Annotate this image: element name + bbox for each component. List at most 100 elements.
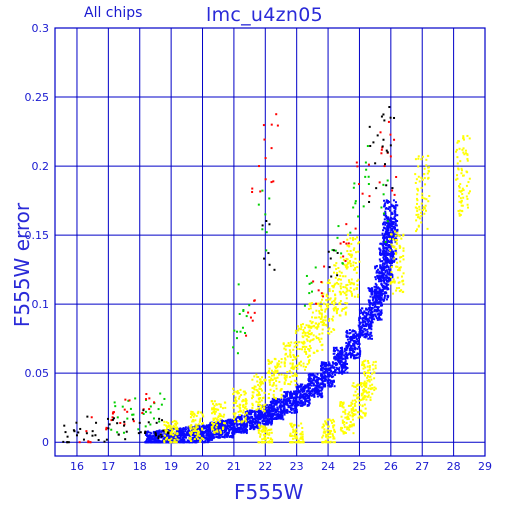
yellow-point: [355, 394, 358, 397]
blue-point: [202, 436, 205, 439]
green-point: [382, 183, 385, 186]
yellow-point: [194, 429, 197, 432]
blue-point: [370, 292, 373, 295]
blue-point: [322, 382, 325, 385]
black-point: [147, 421, 150, 424]
yellow-point: [242, 390, 245, 393]
yellow-point: [232, 387, 235, 390]
blue-point: [300, 389, 303, 392]
yellow-point: [214, 430, 217, 433]
blue-point: [323, 365, 326, 368]
blue-point: [249, 425, 252, 428]
blue-point: [370, 316, 373, 319]
yellow-point: [200, 422, 203, 425]
blue-point: [375, 288, 378, 291]
blue-point: [304, 392, 307, 395]
blue-point: [279, 402, 282, 405]
blue-point: [283, 413, 286, 416]
yellow-point: [259, 397, 262, 400]
blue-point: [278, 406, 281, 409]
blue-point: [223, 424, 226, 427]
blue-point: [178, 441, 181, 444]
blue-point: [337, 358, 340, 361]
red-point: [85, 430, 88, 433]
yellow-point: [196, 437, 199, 440]
red-point: [270, 181, 273, 184]
blue-point: [148, 437, 151, 440]
blue-point: [251, 410, 254, 413]
blue-point: [383, 258, 386, 261]
blue-point: [292, 398, 295, 401]
blue-point: [190, 438, 193, 441]
blue-point: [179, 437, 182, 440]
blue-point: [311, 379, 314, 382]
yellow-point: [315, 337, 318, 340]
blue-point: [382, 251, 385, 254]
blue-point: [329, 364, 332, 367]
yellow-point: [355, 287, 358, 290]
yellow-point: [285, 344, 288, 347]
blue-point: [394, 241, 397, 244]
black-point: [132, 418, 135, 421]
yellow-point: [287, 342, 290, 345]
blue-point: [388, 260, 391, 263]
blue-point: [227, 418, 230, 421]
blue-point: [334, 355, 337, 358]
blue-point: [318, 377, 321, 380]
yellow-point: [352, 283, 355, 286]
yellow-point: [294, 329, 297, 332]
blue-point: [146, 435, 149, 438]
blue-point: [209, 431, 212, 434]
yellow-point: [321, 436, 324, 439]
blue-point: [380, 269, 383, 272]
black-point: [108, 423, 111, 426]
blue-point: [386, 288, 389, 291]
blue-point: [182, 428, 185, 431]
blue-point: [154, 441, 157, 444]
yellow-point: [198, 431, 201, 434]
blue-point: [376, 302, 379, 305]
blue-point: [319, 389, 322, 392]
blue-point: [365, 312, 368, 315]
yellow-point: [270, 369, 273, 372]
yellow-point: [360, 394, 363, 397]
yellow-point: [427, 176, 430, 179]
blue-point: [306, 404, 309, 407]
yellow-point: [424, 204, 427, 207]
blue-point: [382, 273, 385, 276]
blue-point: [393, 221, 396, 224]
yellow-point: [325, 423, 328, 426]
yellow-point: [295, 344, 298, 347]
yellow-point: [320, 312, 323, 315]
blue-point: [368, 336, 371, 339]
yellow-point: [284, 353, 287, 356]
blue-point: [232, 424, 235, 427]
yellow-point: [192, 418, 195, 421]
yellow-point: [173, 432, 176, 435]
blue-point: [319, 392, 322, 395]
blue-point: [364, 322, 367, 325]
yellow-point: [344, 431, 347, 434]
yellow-point: [346, 415, 349, 418]
yellow-point: [170, 426, 173, 429]
yellow-point: [323, 322, 326, 325]
blue-point: [383, 199, 386, 202]
blue-point: [358, 332, 361, 335]
blue-point: [241, 427, 244, 430]
blue-point: [228, 421, 231, 424]
black-point: [263, 257, 266, 260]
blue-point: [373, 308, 376, 311]
yellow-point: [340, 415, 343, 418]
yellow-point: [345, 267, 348, 270]
blue-point: [268, 412, 271, 415]
green-point: [268, 197, 271, 200]
blue-point: [345, 348, 348, 351]
blue-point: [323, 362, 326, 365]
yellow-point: [269, 388, 272, 391]
blue-point: [192, 427, 195, 430]
yellow-point: [216, 429, 219, 432]
yellow-point: [343, 292, 346, 295]
blue-point: [388, 262, 391, 265]
blue-point: [270, 403, 273, 406]
blue-point: [375, 298, 378, 301]
